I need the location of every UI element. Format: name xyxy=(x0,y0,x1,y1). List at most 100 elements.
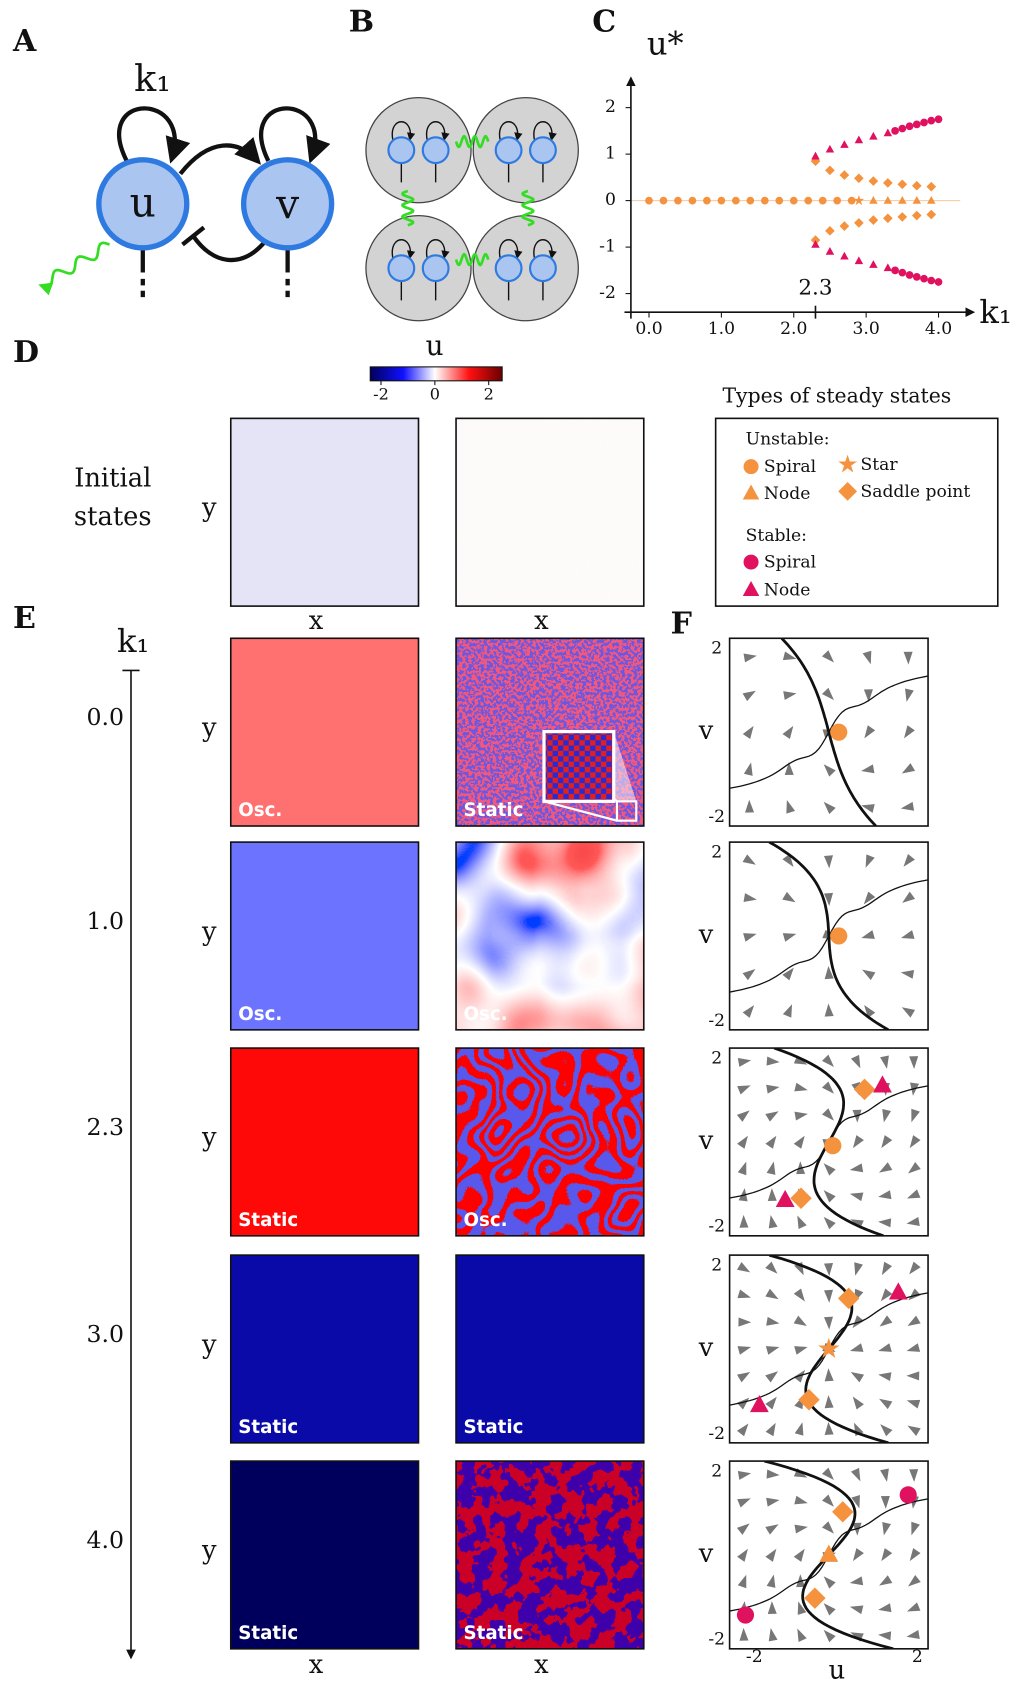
v-tick-label: -2 xyxy=(708,1217,725,1237)
point xyxy=(798,1388,820,1411)
k-value: 4.0 xyxy=(86,1526,124,1554)
vector-arrow xyxy=(737,1057,752,1067)
x-tick-label: 4.0 xyxy=(925,319,952,339)
vector-arrow xyxy=(881,1548,893,1562)
point xyxy=(742,581,760,597)
vector-arrow xyxy=(797,1215,807,1230)
point xyxy=(819,1544,839,1562)
vector-arrow xyxy=(786,800,796,814)
point xyxy=(688,196,697,205)
nullcline-u xyxy=(768,842,890,1030)
legend-label: Spiral xyxy=(764,457,816,477)
simulation xyxy=(456,842,644,1030)
point xyxy=(818,196,827,205)
point xyxy=(840,140,849,148)
wiggle xyxy=(454,252,490,267)
cell xyxy=(472,214,579,322)
point xyxy=(891,266,899,275)
bifurcation-chart: u* k₁ -2 -1 0 1 2 0.0 1.0 2.0 3.0 4.0 2.3 xyxy=(599,25,1012,339)
simulations: y y Osc. Static 0.0 y Osc. Osc. 1.0 y Static Osc. 2.… xyxy=(74,417,645,1680)
point xyxy=(927,195,936,204)
node xyxy=(421,136,450,165)
legend-label: Node xyxy=(764,484,810,504)
vector-arrow xyxy=(765,1135,777,1149)
sim-tag: Osc. xyxy=(238,1004,282,1025)
vector-arrow xyxy=(907,1162,921,1174)
vector-arrow xyxy=(862,969,876,981)
point xyxy=(905,122,914,131)
point xyxy=(717,196,726,205)
point xyxy=(927,116,936,125)
vector-arrow xyxy=(743,762,753,776)
cell xyxy=(472,96,579,204)
vector-arrow xyxy=(794,1495,808,1505)
vector-arrow xyxy=(863,891,876,905)
vector-arrow xyxy=(742,969,756,981)
point xyxy=(839,170,850,180)
phase-portrait: 2 -2 v xyxy=(698,1254,929,1444)
vector-arrow xyxy=(737,1289,751,1299)
colorbar-tick-label: 2 xyxy=(484,384,494,403)
simulation xyxy=(229,637,420,827)
vector-arrow xyxy=(903,651,913,665)
phase-portrait: 2 -2 v xyxy=(698,1047,929,1237)
vector-arrow xyxy=(766,1161,776,1175)
sim-tag: Static xyxy=(238,1210,298,1231)
cell xyxy=(365,96,472,204)
self-loop xyxy=(533,121,557,142)
y-label: y xyxy=(201,493,217,523)
vector-arrow xyxy=(782,1004,793,1018)
vector-arrow xyxy=(736,1397,750,1410)
vector-arrow xyxy=(765,1422,776,1437)
vector-arrow xyxy=(850,1467,861,1482)
panel-label: E xyxy=(13,601,36,636)
point xyxy=(911,210,922,221)
vector-arrow xyxy=(824,1421,834,1436)
point xyxy=(869,195,878,204)
point xyxy=(743,459,759,475)
vector-arrow xyxy=(824,1395,834,1409)
v-label: v xyxy=(698,1333,714,1363)
vector-arrow xyxy=(823,801,836,815)
point xyxy=(760,196,769,205)
point xyxy=(790,1187,812,1209)
v-tick-label: -2 xyxy=(708,1630,725,1650)
legend-label: Spiral xyxy=(764,553,816,573)
point xyxy=(775,196,784,205)
simulation xyxy=(456,1048,644,1236)
u-tick-label: 2 xyxy=(912,1647,923,1667)
vector-arrow xyxy=(739,1214,749,1228)
point xyxy=(830,927,848,945)
vector-arrow xyxy=(736,1110,750,1122)
point xyxy=(883,128,893,137)
vector-arrow xyxy=(882,1522,892,1536)
vector-arrow xyxy=(736,1423,749,1437)
vector-arrow xyxy=(794,1422,804,1436)
vector-arrow xyxy=(880,1495,890,1509)
colorbar-gradient xyxy=(369,366,503,382)
point xyxy=(804,196,813,205)
vector-arrow xyxy=(823,764,836,777)
legend-label: Saddle point xyxy=(860,482,970,502)
vector-arrow xyxy=(854,1262,863,1276)
y-label: y xyxy=(201,713,217,743)
point xyxy=(839,221,850,231)
self-loop xyxy=(498,121,523,142)
vector-arrow xyxy=(878,1343,892,1352)
inhibition-bar xyxy=(181,225,206,247)
vector-arrow xyxy=(849,1192,864,1202)
phase-portrait: 2 -2 v xyxy=(698,637,929,827)
vector-arrow xyxy=(823,1216,836,1230)
vector-arrow xyxy=(911,1521,920,1536)
vector-arrow xyxy=(821,1467,834,1480)
point xyxy=(926,181,937,192)
sim-tag: Static xyxy=(464,1623,524,1644)
vector-arrow xyxy=(766,1574,776,1588)
vector-arrow xyxy=(765,1396,777,1410)
vector-arrow xyxy=(852,1135,864,1149)
vector-arrow xyxy=(865,854,875,868)
vector-arrow xyxy=(821,1108,834,1121)
vector-arrow xyxy=(823,1190,836,1203)
self-loop xyxy=(425,121,450,142)
vector-arrow xyxy=(737,1085,751,1095)
